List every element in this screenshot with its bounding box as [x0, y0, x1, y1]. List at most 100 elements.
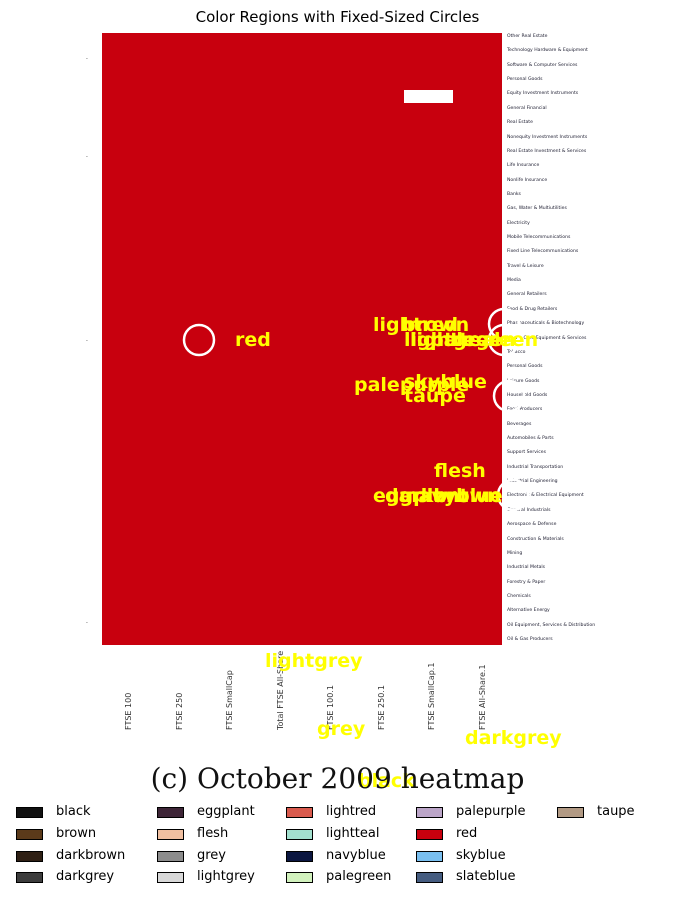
legend-label: skyblue: [456, 848, 506, 863]
region-label: taupe: [404, 385, 466, 407]
row-label: Leisure Goods: [507, 378, 540, 384]
row-label: Nonequity Investment Instruments: [507, 134, 588, 140]
legend-swatch: [416, 872, 443, 883]
legend-swatch: [286, 807, 313, 818]
legend-swatch: [416, 807, 443, 818]
legend-label: navyblue: [326, 848, 386, 863]
legend-swatch: [157, 829, 184, 840]
region-label: palepurple: [354, 374, 469, 396]
legend-swatch: [16, 829, 43, 840]
row-label: Software & Computer Services: [507, 62, 578, 68]
legend-swatch: [286, 851, 313, 862]
row-label: Industrial Metals: [507, 565, 546, 571]
row-label: Construction & Materials: [507, 536, 564, 542]
legend-swatch: [416, 829, 443, 840]
row-label: Real Estate: [507, 120, 533, 126]
row-label: Equity Investment Instruments: [507, 91, 579, 97]
legend-label: taupe: [597, 804, 635, 819]
row-label: Life Insurance: [507, 163, 540, 169]
row-label: Industrial Engineering: [507, 479, 558, 485]
region-label: red: [235, 329, 271, 351]
legend-label: darkgrey: [56, 869, 115, 884]
row-label: Mining: [507, 550, 523, 556]
region-circle: [496, 478, 530, 512]
legend-swatch: [157, 851, 184, 862]
legend-label: palepurple: [456, 804, 526, 819]
row-label: Travel & Leisure: [507, 263, 544, 269]
legend-swatch: [157, 807, 184, 818]
region-label: navyblue: [405, 485, 503, 507]
row-label: Banks: [507, 191, 521, 197]
region-label: darkgrey: [465, 727, 562, 749]
left-tick-mark: -: [86, 338, 88, 344]
row-label: Support Services: [507, 450, 546, 456]
region-label: brown: [402, 314, 469, 336]
row-label: General Retailers: [507, 292, 547, 298]
legend-label: red: [456, 826, 478, 841]
region-label: black: [358, 770, 415, 792]
legend-label: grey: [197, 848, 227, 863]
left-tick-mark: -: [86, 154, 88, 160]
row-label: Automobiles & Parts: [507, 436, 554, 441]
legend-swatch: [557, 807, 584, 818]
row-label: Food Producers: [507, 407, 543, 413]
legend-swatch: [416, 851, 443, 862]
row-label: Electronic & Electrical Equipment: [507, 493, 584, 499]
legend-swatch: [16, 851, 43, 862]
row-label: Real Estate Investment & Services: [507, 148, 587, 154]
row-label: General Industrials: [507, 507, 551, 513]
figure-caption: (c) October 2009 heatmap: [150, 762, 525, 795]
row-label: Tobacco: [507, 349, 526, 355]
left-tick-mark: -: [86, 620, 88, 626]
left-tick-mark: -: [86, 56, 88, 62]
row-label: Beverages: [507, 421, 532, 427]
legend-label: brown: [56, 826, 97, 841]
row-label: Pharmaceuticals & Biotechnology: [507, 321, 585, 327]
row-label: Forestry & Paper: [507, 579, 546, 585]
row-label: Oil & Gas Producers: [507, 637, 553, 642]
row-label: Fixed Line Telecommunications: [507, 249, 579, 255]
legend-swatch: [157, 872, 184, 883]
legend-label: lightteal: [326, 826, 380, 841]
region-label: palegreen: [430, 329, 538, 351]
row-label: Other Real Estate: [507, 34, 548, 39]
chart-title: Color Regions with Fixed-Sized Circles: [195, 8, 480, 26]
row-label: Chemicals: [507, 593, 531, 599]
legend-label: lightred: [326, 804, 377, 819]
heatmap-area: [102, 33, 502, 645]
row-label: Mobile Telecommunications: [507, 235, 571, 240]
row-label: Household Goods: [507, 392, 548, 398]
region-label: darkbrown: [385, 485, 501, 507]
legend-label: flesh: [197, 826, 229, 841]
region-label: lightgrey: [265, 650, 363, 672]
row-label: Food & Drug Retailers: [507, 306, 558, 312]
row-label: Electricity: [507, 220, 530, 226]
region-label: lightteal: [410, 329, 501, 351]
row-label: General Financial: [507, 105, 547, 111]
region-label: grey: [317, 718, 366, 740]
region-circle: [487, 307, 521, 341]
legend-swatch: [16, 807, 43, 818]
region-label: eggplant: [373, 485, 469, 507]
row-label: Health Care Equipment & Services: [507, 335, 587, 341]
legend-swatch: [16, 872, 43, 883]
legend-swatch: [286, 872, 313, 883]
region-label: lightgreen: [404, 329, 516, 351]
row-label: Personal Goods: [507, 364, 543, 370]
row-label: Industrial Transportation: [507, 464, 564, 470]
region-circle: [487, 323, 521, 357]
region-circle: [492, 379, 526, 413]
legend-label: darkbrown: [56, 848, 126, 863]
row-label: Oil Equipment, Services & Distribution: [507, 622, 596, 628]
region-circle: [182, 323, 216, 357]
legend-swatch: [286, 829, 313, 840]
row-label: Media: [507, 278, 521, 284]
legend-label: black: [56, 804, 91, 819]
legend-label: lightgrey: [197, 869, 255, 884]
row-label: Technology Hardware & Equipment: [507, 48, 588, 54]
row-label: Gas, Water & Multiutilities: [507, 206, 567, 212]
row-label: Nonlife Insurance: [507, 177, 548, 183]
heatmap-white-mark: [404, 90, 453, 103]
region-label: flesh: [434, 460, 486, 482]
